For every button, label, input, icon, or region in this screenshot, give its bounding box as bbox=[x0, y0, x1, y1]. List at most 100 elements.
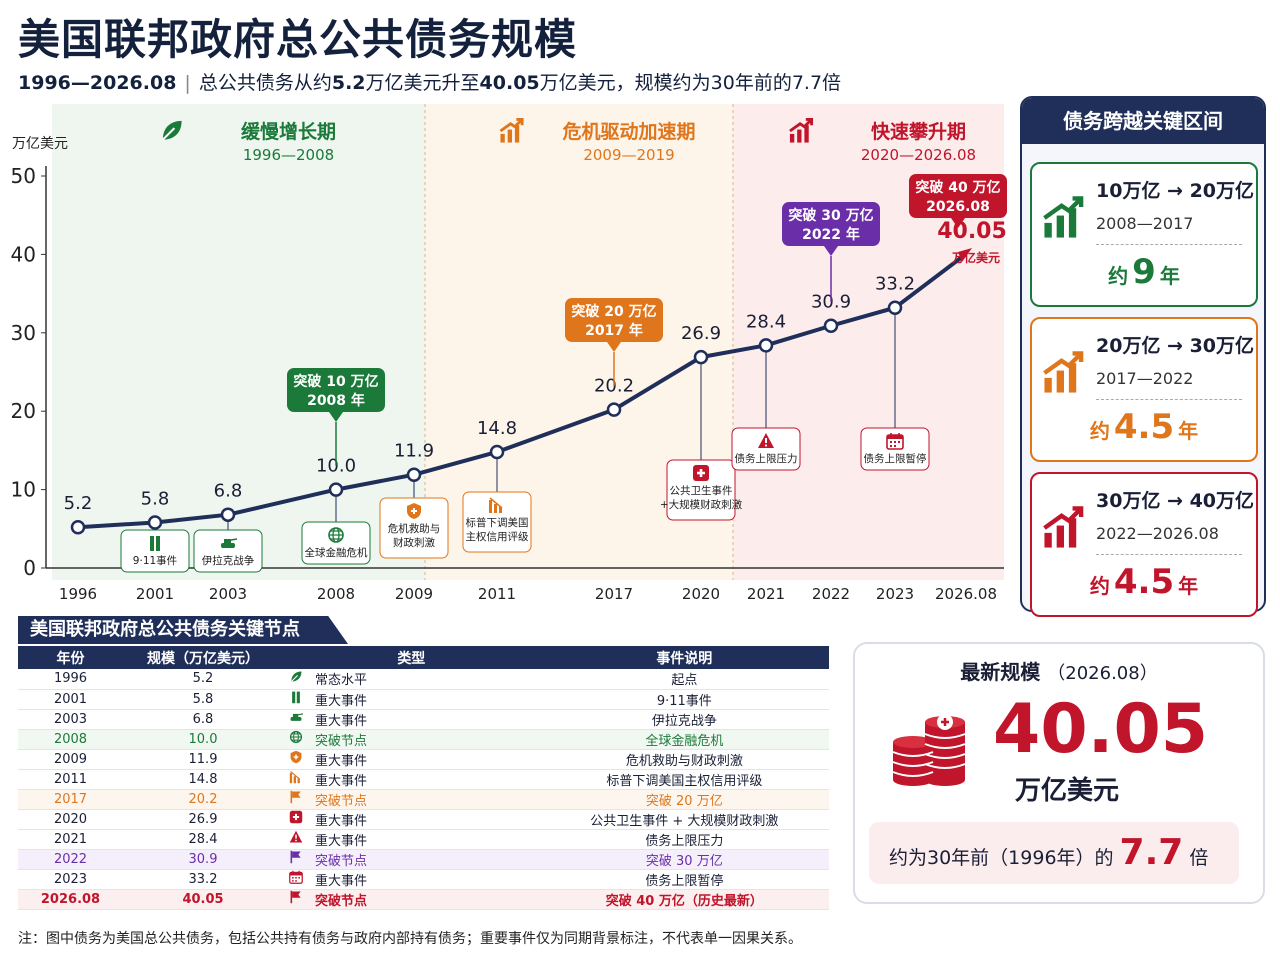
desc-cell: 公共卫生事件 + 大规模财政刺激 bbox=[539, 809, 829, 830]
phase-years: 2009—2019 bbox=[583, 146, 674, 164]
last-unit-label: 万亿美元 bbox=[951, 250, 1000, 265]
interval-years: 2022—2026.08 bbox=[1096, 524, 1219, 543]
event-icon-wrap bbox=[221, 538, 238, 548]
type-cell: 突破节点 bbox=[309, 889, 540, 910]
event-label: 全球金融危机 bbox=[305, 546, 368, 559]
growth-chart-icon bbox=[1043, 351, 1084, 393]
x-tick-label: 2026.08 bbox=[935, 585, 997, 603]
callout-text: 2022 年 bbox=[802, 226, 860, 243]
calendar-icon bbox=[886, 433, 904, 450]
type-cell: 重大事件 bbox=[309, 809, 540, 830]
callout-pointer bbox=[824, 246, 838, 256]
event-box bbox=[462, 491, 532, 553]
type-cell: 重大事件 bbox=[309, 869, 540, 890]
year-cell: 2022 bbox=[18, 849, 123, 870]
desc-cell: 突破 20 万亿 bbox=[539, 789, 829, 810]
duration-unit: 年 bbox=[1159, 264, 1180, 288]
subtitle-start-value: 5.2 bbox=[331, 72, 366, 94]
data-point bbox=[887, 300, 903, 315]
type-icon-cell bbox=[283, 669, 309, 690]
medical-cross-icon bbox=[289, 810, 303, 824]
col-desc-header: 事件说明 bbox=[539, 646, 829, 669]
data-point bbox=[70, 519, 86, 535]
down-chart-icon bbox=[489, 497, 503, 513]
event-label: 标普下调美国 bbox=[466, 516, 529, 529]
desc-cell: 债务上限压力 bbox=[539, 829, 829, 850]
event-label: 债务上限压力 bbox=[735, 452, 798, 465]
callout-pointer bbox=[951, 218, 965, 228]
flag-icon bbox=[290, 790, 301, 804]
callout-text: 2017 年 bbox=[585, 322, 643, 339]
key-intervals-title: 债务跨越关键区间 bbox=[1022, 98, 1264, 144]
callout-text: 突破 30 万亿 bbox=[788, 207, 873, 224]
value-cell: 10.0 bbox=[123, 729, 283, 750]
flag-icon bbox=[290, 850, 301, 864]
data-label: 20.2 bbox=[594, 376, 634, 397]
x-tick-label: 2001 bbox=[136, 585, 174, 603]
event-label: 债务上限暂停 bbox=[864, 452, 927, 465]
data-point bbox=[406, 467, 422, 482]
type-icon-cell bbox=[283, 889, 309, 910]
leaf-icon bbox=[290, 671, 302, 682]
tank-icon bbox=[290, 713, 304, 721]
data-label: 26.9 bbox=[681, 323, 721, 344]
callout-box bbox=[565, 298, 663, 342]
phase-years: 2020—2026.08 bbox=[861, 146, 976, 164]
table-row: 2021 28.4 重大事件 债务上限压力 bbox=[18, 829, 829, 850]
globe-icon bbox=[289, 730, 303, 744]
duration-number: 9 bbox=[1132, 252, 1156, 292]
event-icon-wrap bbox=[328, 527, 344, 543]
latest-date: （2026.08） bbox=[1047, 663, 1158, 684]
type-icon-cell bbox=[283, 749, 309, 770]
table-row: 2003 6.8 重大事件 伊拉克战争 bbox=[18, 709, 829, 730]
year-cell: 2017 bbox=[18, 789, 123, 810]
callout-text: 突破 20 万亿 bbox=[571, 303, 656, 320]
data-point-arrow bbox=[958, 248, 972, 263]
warning-icon bbox=[289, 830, 303, 843]
table-header-row: 年份 规模（万亿美元） 类型 事件说明 bbox=[18, 646, 829, 669]
col-value-header: 规模（万亿美元） bbox=[123, 646, 283, 669]
twin-towers-icon bbox=[150, 536, 160, 551]
page-title: 美国联邦政府总公共债务规模 bbox=[18, 15, 578, 64]
data-label: 33.2 bbox=[875, 274, 915, 295]
callout-text: 2026.08 bbox=[926, 199, 990, 215]
value-cell: 28.4 bbox=[123, 829, 283, 850]
event-label: 主权信用评级 bbox=[466, 530, 529, 543]
event-label: 危机救助与 bbox=[388, 522, 441, 535]
callout-box bbox=[782, 202, 880, 246]
y-tick-label: 0 bbox=[23, 556, 36, 580]
event-label: 9·11事件 bbox=[133, 554, 177, 567]
phase-name: 危机驱动加速期 bbox=[562, 120, 695, 143]
value-cell: 6.8 bbox=[123, 709, 283, 730]
table-row: 2022 30.9 突破节点 突破 30 万亿 bbox=[18, 849, 829, 870]
duration-number: 4.5 bbox=[1113, 562, 1175, 602]
value-cell: 33.2 bbox=[123, 869, 283, 890]
data-label: 6.8 bbox=[214, 481, 243, 502]
ratio-box: 约为30年前（1996年）的 7.7 倍 bbox=[869, 822, 1239, 884]
event-box bbox=[120, 529, 190, 573]
year-cell: 2008 bbox=[18, 729, 123, 750]
type-icon-cell bbox=[283, 789, 309, 810]
event-box bbox=[301, 521, 371, 565]
data-point bbox=[147, 515, 163, 530]
desc-cell: 9·11事件 bbox=[539, 689, 829, 710]
x-tick-label: 2020 bbox=[682, 585, 720, 603]
data-label: 11.9 bbox=[394, 441, 434, 462]
interval-card: 30万亿 → 40万亿 2022—2026.08 约 4.5 年 bbox=[1030, 472, 1258, 617]
desc-cell: 起点 bbox=[539, 669, 829, 690]
data-point bbox=[220, 507, 236, 522]
y-tick-label: 50 bbox=[11, 164, 36, 188]
event-icon-wrap bbox=[489, 497, 503, 513]
value-cell: 14.8 bbox=[123, 769, 283, 790]
callout-pointer bbox=[329, 412, 343, 422]
x-tick-label: 2003 bbox=[209, 585, 247, 603]
value-cell: 40.05 bbox=[123, 889, 283, 910]
event-box bbox=[731, 427, 801, 471]
growth-chart-icon bbox=[499, 118, 524, 143]
year-cell: 2023 bbox=[18, 869, 123, 890]
table-title: 美国联邦政府总公共债务关键节点 bbox=[18, 616, 348, 644]
medical-cross-icon bbox=[289, 810, 303, 824]
y-tick-label: 40 bbox=[11, 242, 36, 266]
table-row: 2026.08 40.05 突破节点 突破 40 万亿（历史最新） bbox=[18, 889, 829, 910]
year-cell: 2011 bbox=[18, 769, 123, 790]
